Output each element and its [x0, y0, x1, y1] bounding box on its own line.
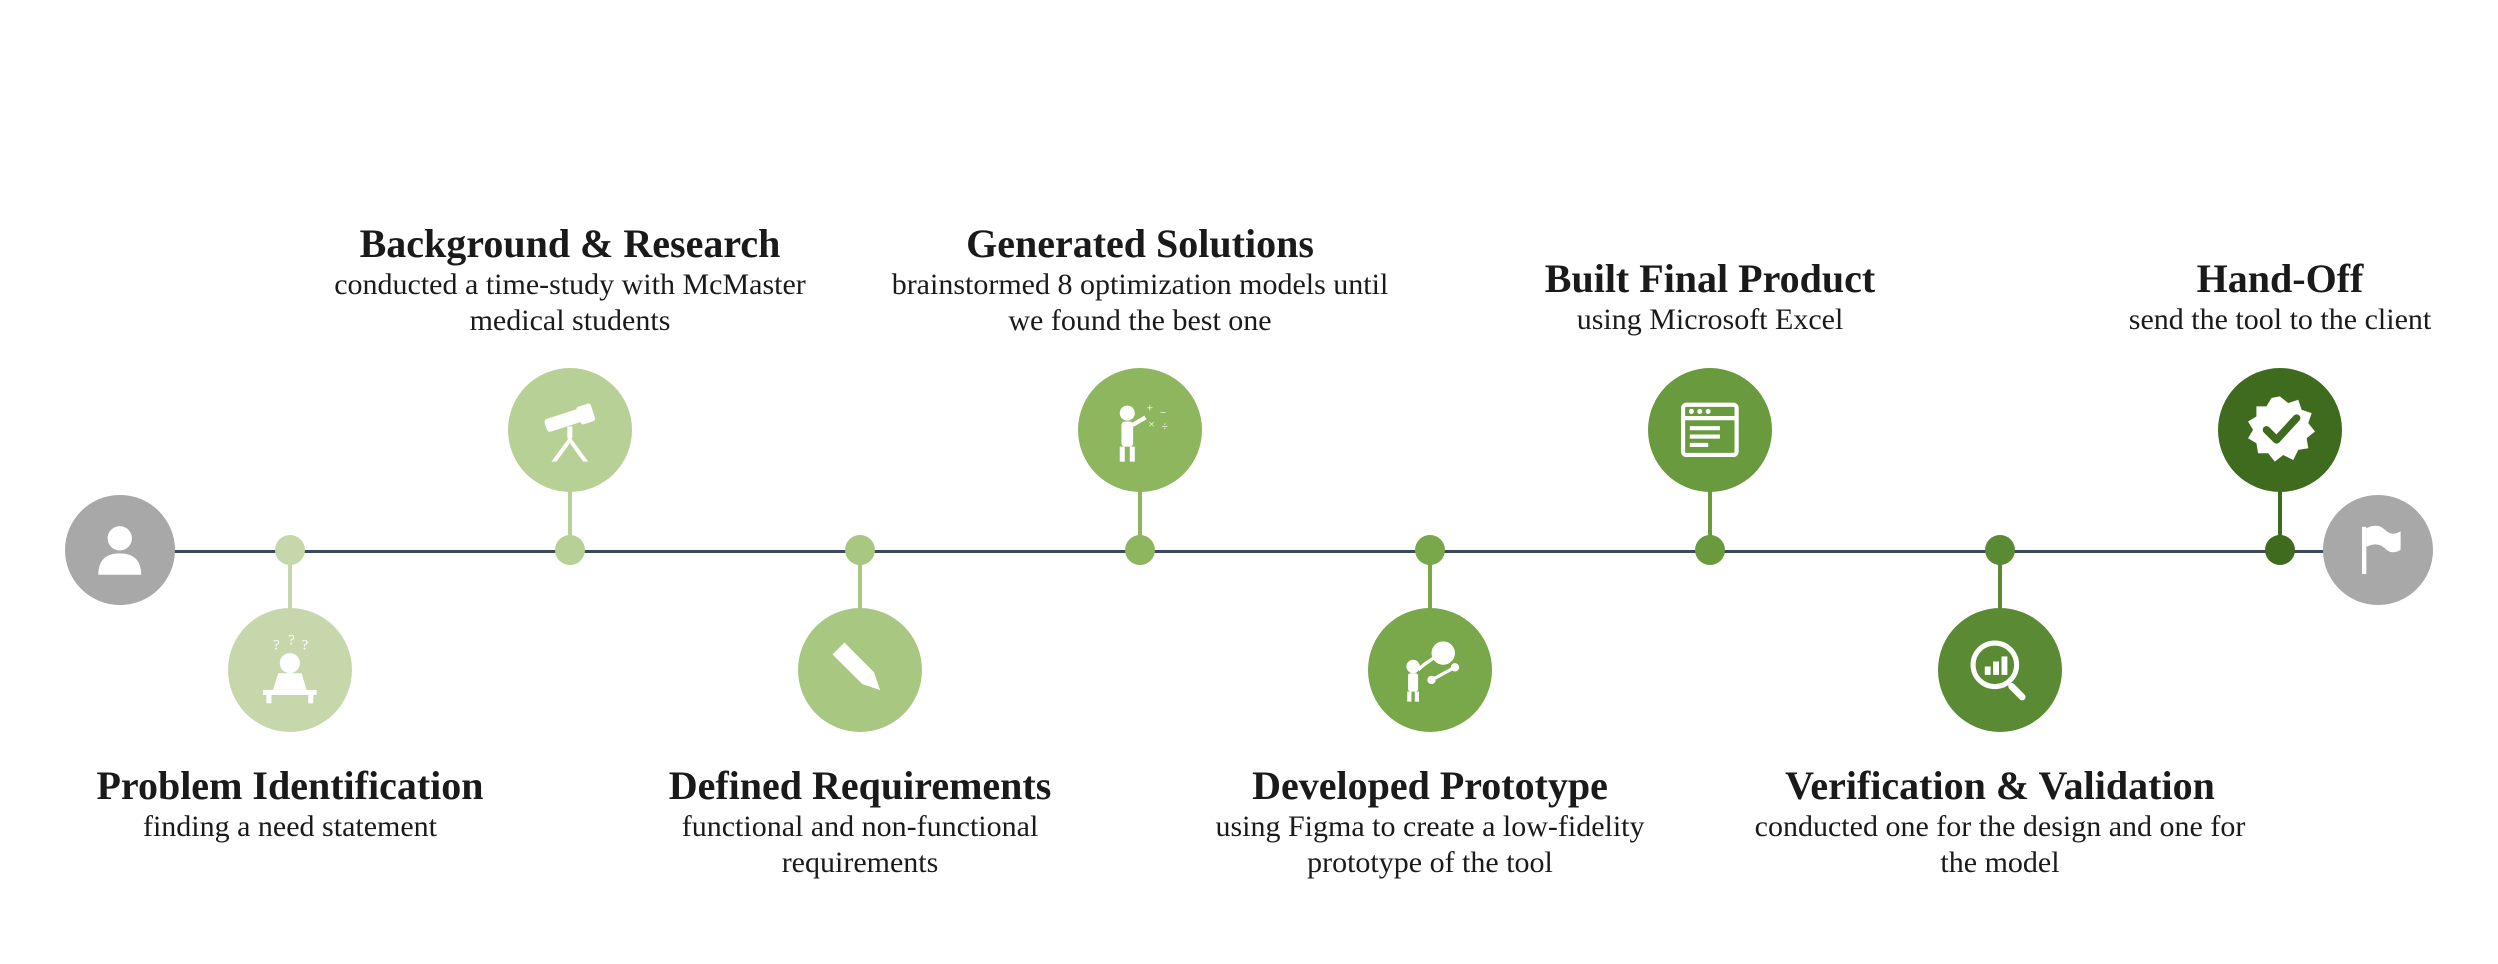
timeline-node-title: Verification & Validation: [1740, 762, 2260, 809]
timeline-node-badge: [1368, 608, 1492, 732]
timeline-node-title: Defined Requirements: [600, 762, 1120, 809]
timeline-node-title: Generated Solutions: [880, 220, 1400, 267]
timeline-node-title: Developed Prototype: [1170, 762, 1690, 809]
timeline-node-badge: ? ? ?: [228, 608, 352, 732]
collab-icon: [1388, 628, 1472, 712]
timeline-node-badge: + − × ÷: [1078, 368, 1202, 492]
end-endcap: [2323, 495, 2433, 605]
timeline-node-label: Verification & Validationconducted one f…: [1740, 762, 2260, 880]
timeline-node-title: Background & Research: [310, 220, 830, 267]
timeline-node-desc: send the tool to the client: [2020, 302, 2498, 337]
timeline-node-desc: conducted a time-study with McMaster med…: [310, 267, 830, 338]
seal-check-icon: [2238, 388, 2322, 472]
start-endcap: [65, 495, 175, 605]
timeline-node-label: Problem Identificationfinding a need sta…: [30, 762, 550, 845]
timeline-node-desc: brainstormed 8 optimization models until…: [880, 267, 1400, 338]
timeline-infographic: ? ? ? Problem Identificationfinding a ne…: [0, 0, 2498, 964]
timeline-node-title: Hand-Off: [2020, 255, 2498, 302]
timeline-node-badge: [1648, 368, 1772, 492]
timeline-node-label: Defined Requirementsfunctional and non-f…: [600, 762, 1120, 880]
browser-icon: [1668, 388, 1752, 472]
timeline-axis: [120, 550, 2378, 553]
telescope-icon: [528, 388, 612, 472]
svg-text:+: +: [1147, 402, 1154, 415]
timeline-node-desc: finding a need statement: [30, 809, 550, 844]
timeline-node-desc: using Microsoft Excel: [1450, 302, 1970, 337]
svg-text:?: ?: [288, 633, 295, 649]
thinker-icon: ? ? ?: [248, 628, 332, 712]
timeline-node-label: Developed Prototypeusing Figma to create…: [1170, 762, 1690, 880]
timeline-node-desc: functional and non-functional requiremen…: [600, 809, 1120, 880]
pencil-icon: [818, 628, 902, 712]
timeline-node-badge: [798, 608, 922, 732]
timeline-node-desc: conducted one for the design and one for…: [1740, 809, 2260, 880]
timeline-node-label: Hand-Offsend the tool to the client: [2020, 255, 2498, 338]
svg-text:−: −: [1160, 407, 1167, 420]
teacher-icon: + − × ÷: [1098, 388, 1182, 472]
timeline-node-badge: [508, 368, 632, 492]
timeline-node-label: Background & Researchconducted a time-st…: [310, 220, 830, 338]
timeline-node-title: Built Final Product: [1450, 255, 1970, 302]
end-endcap-icon: [2342, 514, 2414, 586]
timeline-node-label: Built Final Productusing Microsoft Excel: [1450, 255, 1970, 338]
svg-text:?: ?: [273, 638, 280, 654]
timeline-node-badge: [2218, 368, 2342, 492]
svg-text:÷: ÷: [1162, 420, 1168, 433]
timeline-node-label: Generated Solutionsbrainstormed 8 optimi…: [880, 220, 1400, 338]
timeline-node-title: Problem Identification: [30, 762, 550, 809]
svg-text:?: ?: [302, 638, 309, 654]
timeline-node-desc: using Figma to create a low-fidelity pro…: [1170, 809, 1690, 880]
magnify-chart-icon: [1958, 628, 2042, 712]
svg-text:×: ×: [1148, 418, 1155, 431]
timeline-node-badge: [1938, 608, 2062, 732]
start-endcap-icon: [84, 514, 156, 586]
